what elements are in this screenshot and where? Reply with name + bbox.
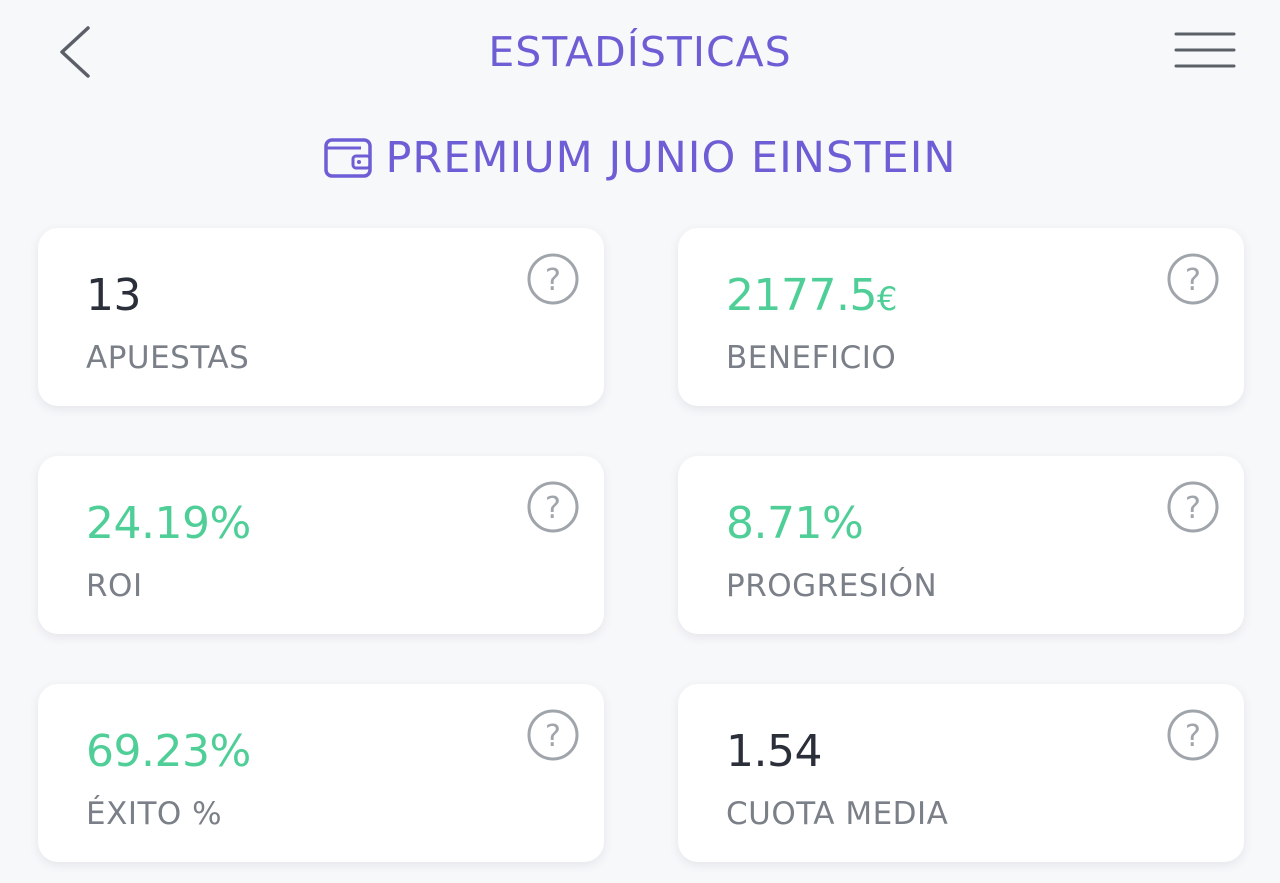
svg-text:?: ? <box>1185 263 1201 298</box>
stat-value: 1.54 <box>726 726 822 777</box>
hamburger-menu-icon <box>1174 32 1236 68</box>
help-circle-icon: ? <box>1167 253 1219 305</box>
help-circle-icon: ? <box>527 481 579 533</box>
stat-value: 24.19% <box>86 498 251 549</box>
stat-value: 13 <box>86 270 142 321</box>
stat-value: 69.23% <box>86 726 251 777</box>
stat-value: 2177.5€ <box>726 270 897 321</box>
help-button[interactable]: ? <box>526 708 580 762</box>
help-button[interactable]: ? <box>1166 252 1220 306</box>
stat-card-cuota-media: 1.54 CUOTA MEDIA ? <box>678 684 1244 862</box>
stat-card-apuestas: 13 APUESTAS ? <box>38 228 604 406</box>
svg-text:?: ? <box>545 719 561 754</box>
plan-header: PREMIUM JUNIO EINSTEIN <box>0 130 1280 186</box>
stat-label: APUESTAS <box>86 340 250 376</box>
stat-label: PROGRESIÓN <box>726 568 938 604</box>
svg-text:?: ? <box>1185 491 1201 526</box>
menu-button[interactable] <box>1170 28 1240 76</box>
chevron-left-icon <box>60 26 90 78</box>
stat-label: ROI <box>86 568 143 604</box>
back-button[interactable] <box>52 22 102 82</box>
stat-label: BENEFICIO <box>726 340 897 376</box>
help-button[interactable]: ? <box>526 252 580 306</box>
stat-label: CUOTA MEDIA <box>726 796 949 832</box>
stat-card-beneficio: 2177.5€ BENEFICIO ? <box>678 228 1244 406</box>
app-header: ESTADÍSTICAS <box>0 0 1280 105</box>
stat-card-progresion: 8.71% PROGRESIÓN ? <box>678 456 1244 634</box>
help-circle-icon: ? <box>1167 709 1219 761</box>
stat-card-roi: 24.19% ROI ? <box>38 456 604 634</box>
svg-text:?: ? <box>545 491 561 526</box>
stat-card-exito: 69.23% ÉXITO % ? <box>38 684 604 862</box>
stat-label: ÉXITO % <box>86 796 223 832</box>
svg-text:?: ? <box>545 263 561 298</box>
stat-value: 8.71% <box>726 498 864 549</box>
svg-text:?: ? <box>1185 719 1201 754</box>
help-button[interactable]: ? <box>526 480 580 534</box>
help-circle-icon: ? <box>527 253 579 305</box>
wallet-icon <box>323 136 373 180</box>
help-button[interactable]: ? <box>1166 708 1220 762</box>
help-circle-icon: ? <box>1167 481 1219 533</box>
help-button[interactable]: ? <box>1166 480 1220 534</box>
plan-name: PREMIUM JUNIO EINSTEIN <box>385 133 957 183</box>
help-circle-icon: ? <box>527 709 579 761</box>
page-title: ESTADÍSTICAS <box>488 28 792 76</box>
